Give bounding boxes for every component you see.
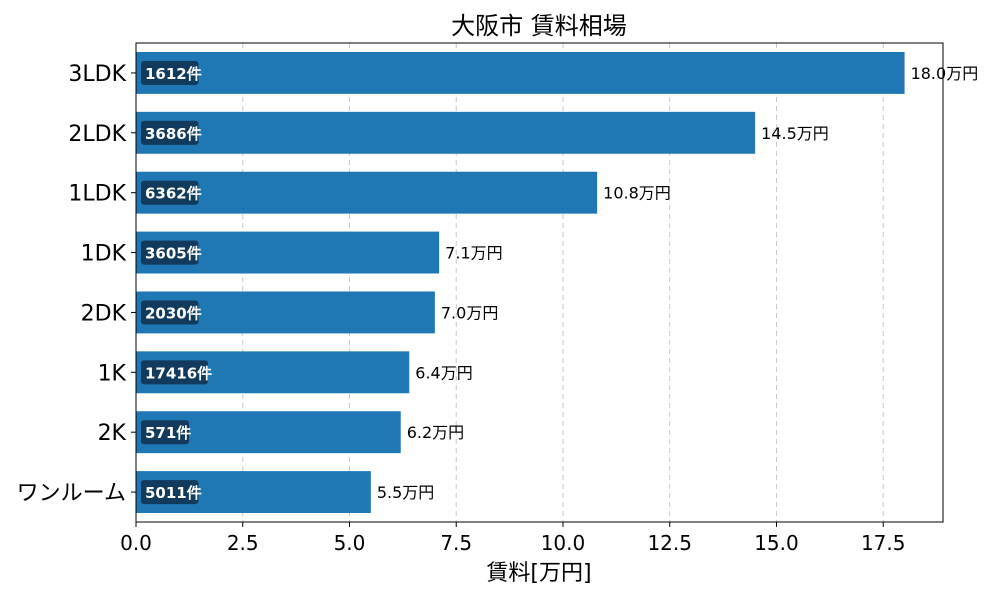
- value-label: 5.5万円: [377, 483, 434, 502]
- count-badge: [141, 180, 199, 205]
- x-tick-label: 12.5: [647, 531, 692, 555]
- count-label: 2030件: [145, 304, 202, 322]
- bar: [136, 111, 756, 154]
- x-tick-label: 2.5: [227, 531, 259, 555]
- count-badge: [141, 240, 199, 265]
- count-badge: [141, 360, 208, 385]
- x-tick-label: 5.0: [334, 531, 366, 555]
- y-tick-label: 2DK: [81, 301, 127, 326]
- count-label: 3605件: [145, 245, 202, 263]
- count-badge: [141, 60, 199, 85]
- y-tick-label: ワンルーム: [17, 481, 126, 506]
- y-tick-label: 1DK: [81, 242, 127, 267]
- bars-layer: [136, 51, 905, 514]
- x-tick-label: 17.5: [861, 531, 906, 555]
- bar: [136, 51, 905, 94]
- axes-layer: 0.0 2.5 5.0 7.5 10.0 12.5 15.0 17.5: [120, 42, 944, 555]
- y-tick-label: 2LDK: [68, 122, 126, 147]
- count-badge: [141, 120, 199, 145]
- value-label: 18.0万円: [911, 64, 979, 83]
- x-tick-label: 15.0: [754, 531, 799, 555]
- value-label: 10.8万円: [603, 184, 671, 203]
- x-axis-label: 賃料[万円]: [486, 561, 591, 586]
- x-tick-label: 10.0: [541, 531, 586, 555]
- count-label: 6362件: [145, 185, 202, 203]
- count-label: 1612件: [145, 65, 202, 83]
- chart-title: 大阪市 賃料相場: [451, 12, 627, 40]
- labels-layer: 3LDK 1612件 18.0万円 2LDK 3686件 14.5万円 1LDK 6362件 1…: [17, 60, 979, 506]
- y-tick-label: 1K: [98, 361, 127, 386]
- x-tick-label: 7.5: [440, 531, 472, 555]
- count-label: 17416件: [145, 364, 212, 382]
- plot-frame: [135, 42, 944, 523]
- count-label: 3686件: [145, 125, 202, 143]
- y-tick-label: 1LDK: [68, 182, 126, 207]
- x-tick-label: 0.0: [120, 531, 152, 555]
- bar: [136, 171, 598, 214]
- y-tick-label: 3LDK: [68, 62, 126, 87]
- y-tick-label: 2K: [98, 421, 127, 446]
- count-badge: [141, 420, 189, 445]
- value-label: 7.0万円: [441, 303, 498, 322]
- count-label: 5011件: [145, 484, 202, 502]
- count-badge: [141, 300, 199, 325]
- value-label: 7.1万円: [445, 244, 502, 263]
- value-label: 14.5万円: [761, 124, 829, 143]
- count-label: 571件: [145, 424, 191, 442]
- value-label: 6.2万円: [407, 423, 464, 442]
- count-badge: [141, 480, 199, 505]
- value-label: 6.4万円: [415, 363, 472, 382]
